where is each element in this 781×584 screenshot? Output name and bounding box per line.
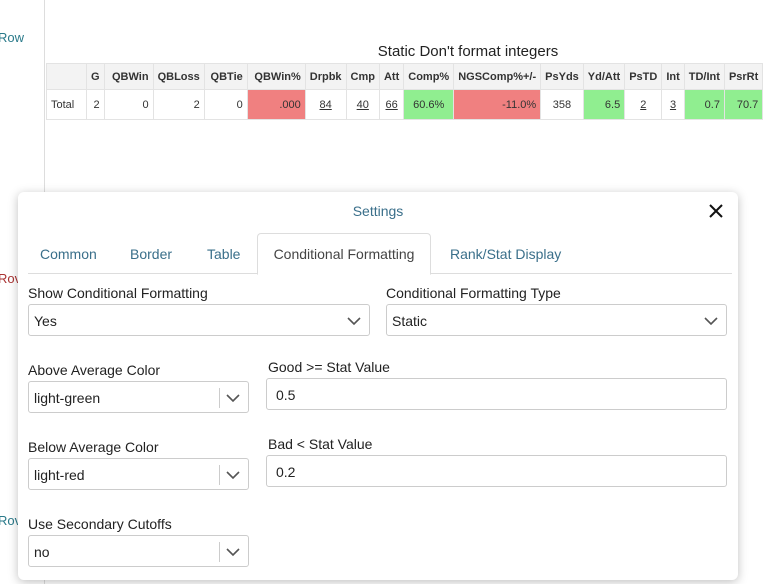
- header-cell: TD/Int: [683, 63, 725, 90]
- header-cell: PsYds: [540, 63, 584, 90]
- header-cell: G: [86, 63, 105, 90]
- field-label: Conditional Formatting Type: [386, 285, 561, 301]
- select-value: Static: [392, 313, 428, 329]
- tab[interactable]: Table: [207, 246, 241, 262]
- row-label: Rov: [0, 513, 22, 528]
- select[interactable]: light-green: [28, 381, 249, 413]
- cell: Total: [46, 89, 87, 120]
- tab[interactable]: Rank/Stat Display: [450, 246, 562, 262]
- tab[interactable]: Common: [40, 246, 97, 262]
- table-title: Static Don't format integers: [377, 43, 559, 60]
- header-cell: QBWin: [103, 63, 154, 90]
- select[interactable]: Yes: [28, 304, 370, 336]
- cell: 0: [203, 89, 248, 120]
- row-label: Row: [0, 30, 25, 45]
- field-label: Below Average Color: [28, 439, 159, 455]
- field-label: Bad < Stat Value: [268, 436, 373, 452]
- link-cell[interactable]: 84: [304, 89, 347, 120]
- select-value: light-green: [34, 390, 101, 406]
- link-cell[interactable]: 66: [378, 89, 405, 120]
- select[interactable]: Static: [386, 304, 727, 336]
- stats-table: G QBWin QBLoss QBTie QBWin% Drpbk Cmp At…: [46, 63, 764, 120]
- close-button[interactable]: [709, 204, 723, 218]
- header-row: G QBWin QBLoss QBTie QBWin% Drpbk Cmp At…: [46, 63, 764, 90]
- select[interactable]: light-red: [28, 458, 249, 490]
- dialog-title: Settings: [352, 203, 404, 219]
- cell: -11.0%: [453, 89, 542, 120]
- link-cell[interactable]: 40: [345, 89, 380, 120]
- cell: 60.6%: [403, 89, 455, 120]
- select[interactable]: no: [28, 535, 249, 567]
- settings-dialog: Settings Common Border Table Conditional…: [18, 192, 738, 580]
- field-label: Above Average Color: [28, 362, 161, 378]
- link-cell[interactable]: 2: [624, 89, 663, 120]
- link-cell[interactable]: 3: [661, 89, 685, 120]
- tab-active[interactable]: Conditional Formatting: [257, 233, 431, 275]
- header-cell: QBLoss: [152, 63, 205, 90]
- field-label: Show Conditional Formatting: [28, 285, 208, 301]
- select-value: light-red: [34, 467, 85, 483]
- header-cell: Int: [661, 63, 685, 90]
- header-cell: Att: [378, 63, 405, 90]
- header-cell: QBTie: [203, 63, 248, 90]
- data-row: Total 2 0 2 0 .000 84 40 66 60.6% -11.0%…: [46, 89, 764, 120]
- cell: 0.7: [683, 89, 725, 120]
- cell: 2: [152, 89, 205, 120]
- header-cell: Comp%: [403, 63, 455, 90]
- select-value: no: [34, 544, 50, 560]
- header-cell: Drpbk: [304, 63, 347, 90]
- header-cell: NGSComp%+/-: [453, 63, 542, 90]
- cell: 358: [540, 89, 584, 120]
- cell: 6.5: [582, 89, 626, 120]
- select-value: Yes: [34, 313, 57, 329]
- tab[interactable]: Border: [130, 246, 173, 262]
- input[interactable]: 0.2: [266, 455, 727, 487]
- row-label: Rov: [0, 271, 22, 286]
- cell: 2: [86, 89, 105, 120]
- input-value: 0.2: [276, 464, 296, 480]
- header-cell: Yd/Att: [582, 63, 626, 90]
- header-cell: Cmp: [345, 63, 380, 90]
- header-cell: [46, 63, 87, 90]
- header-cell: QBWin%: [246, 63, 306, 90]
- cell: .000: [246, 89, 306, 120]
- cell: 0: [103, 89, 154, 120]
- input[interactable]: 0.5: [266, 378, 727, 410]
- cell: 70.7: [723, 89, 764, 120]
- input-value: 0.5: [276, 387, 296, 403]
- field-label: Good >= Stat Value: [268, 359, 390, 375]
- header-cell: PsTD: [624, 63, 663, 90]
- field-label: Use Secondary Cutoffs: [28, 516, 172, 532]
- header-cell: PsrRt: [723, 63, 764, 90]
